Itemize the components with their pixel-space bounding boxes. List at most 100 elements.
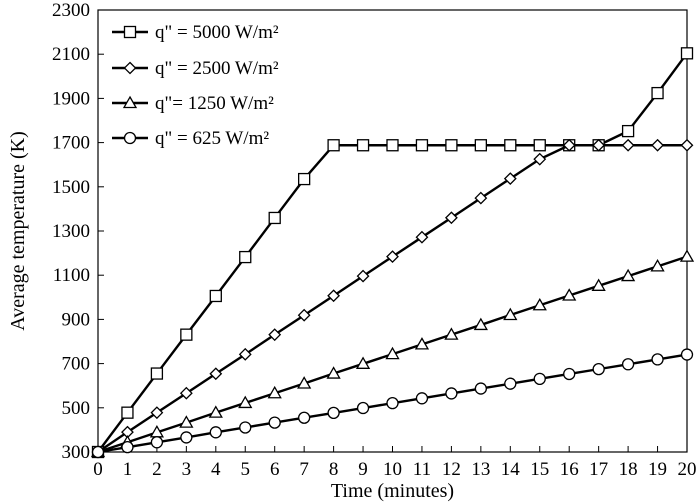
- data-point-diamond: [474, 191, 488, 205]
- data-point-diamond: [209, 367, 223, 381]
- data-point-circle: [180, 431, 193, 444]
- x-tick-label: 4: [211, 459, 221, 480]
- x-tick-label: 16: [560, 459, 579, 480]
- x-tick-label: 0: [93, 459, 103, 480]
- data-point-square: [474, 139, 488, 152]
- legend-item: q"= 1250 W/m²: [112, 93, 274, 114]
- data-point-circle: [592, 362, 605, 376]
- data-point-diamond: [621, 138, 635, 152]
- data-point-diamond: [179, 386, 193, 400]
- data-point-square: [356, 139, 370, 152]
- legend-label: q" = 2500 W/m²: [155, 58, 279, 79]
- x-tick-label: 9: [358, 459, 368, 480]
- y-tick-label: 500: [62, 398, 91, 419]
- legend-item: q" = 2500 W/m²: [112, 58, 279, 79]
- data-point-triangle: [562, 288, 577, 301]
- x-tick-label: 12: [442, 459, 461, 480]
- data-point-triangle: [444, 327, 459, 340]
- y-tick-label: 700: [62, 354, 91, 375]
- y-tick-label: 900: [62, 309, 91, 330]
- x-tick-label: 20: [678, 459, 697, 480]
- data-point-triangle: [297, 376, 312, 389]
- legend-label: q"= 1250 W/m²: [155, 93, 274, 114]
- x-tick-label: 15: [530, 459, 549, 480]
- data-point-triangle: [473, 317, 488, 331]
- data-point-square: [150, 367, 164, 380]
- data-point-circle: [651, 353, 664, 366]
- x-axis-title: Time (minutes): [331, 480, 454, 502]
- data-point-diamond: [503, 172, 517, 186]
- x-tick-label: 19: [648, 459, 667, 480]
- y-tick-label: 1100: [53, 265, 90, 286]
- data-point-square: [651, 86, 664, 100]
- data-point-square: [121, 406, 134, 419]
- data-point-circle: [327, 406, 340, 420]
- y-tick-label: 2300: [52, 0, 90, 21]
- data-point-square: [445, 139, 458, 152]
- series-circle: [91, 348, 694, 459]
- legend-marker-square: [123, 25, 137, 39]
- y-axis-title: Average temperature (K): [7, 131, 29, 331]
- legend-label: q" = 625 W/m²: [155, 128, 269, 149]
- data-point-diamond: [651, 138, 664, 152]
- data-point-circle: [474, 382, 488, 395]
- data-point-diamond: [386, 250, 399, 264]
- data-point-square: [209, 289, 222, 303]
- data-point-diamond: [562, 138, 576, 152]
- data-point-square: [297, 172, 311, 186]
- data-point-circle: [386, 397, 399, 410]
- x-tick-label: 2: [152, 459, 162, 480]
- data-point-diamond: [592, 138, 606, 152]
- data-point-circle: [504, 377, 517, 390]
- data-point-triangle: [414, 337, 430, 350]
- data-point-circle: [268, 416, 281, 429]
- data-point-triangle: [591, 278, 606, 291]
- data-point-diamond: [356, 269, 370, 283]
- data-point-square: [327, 139, 340, 152]
- data-point-triangle: [355, 356, 371, 369]
- data-point-triangle: [620, 268, 636, 282]
- legend-marker-diamond: [123, 61, 137, 75]
- data-point-circle: [297, 411, 311, 424]
- data-point-circle: [533, 372, 546, 385]
- data-point-circle: [150, 436, 164, 449]
- series-triangle: [90, 249, 695, 458]
- data-point-diamond: [238, 347, 252, 361]
- x-tick-label: 13: [471, 459, 490, 480]
- data-point-triangle: [179, 415, 194, 428]
- y-tick-label: 300: [62, 442, 91, 463]
- data-point-square: [415, 139, 429, 152]
- y-tick-label: 1700: [52, 133, 90, 154]
- legend-marker-triangle: [122, 95, 138, 109]
- y-tick-label: 2100: [52, 44, 90, 65]
- data-point-triangle: [532, 297, 547, 311]
- legend-label: q" = 5000 W/m²: [155, 22, 279, 43]
- data-point-square: [680, 47, 694, 60]
- x-tick-label: 18: [619, 459, 638, 480]
- data-point-triangle: [650, 259, 665, 272]
- series-diamond: [91, 138, 694, 459]
- legend: q" = 5000 W/m² q" = 2500 W/m² q"= 1250 W/m…: [112, 22, 279, 149]
- data-point-square: [268, 211, 281, 225]
- data-point-circle: [91, 445, 105, 459]
- y-tick-label: 1300: [52, 221, 90, 242]
- data-point-circle: [680, 348, 694, 361]
- x-tick-label: 14: [501, 459, 521, 480]
- data-point-circle: [621, 358, 635, 371]
- data-point-triangle: [208, 405, 223, 418]
- x-tick-label: 7: [299, 459, 309, 480]
- data-point-diamond: [327, 289, 341, 303]
- data-point-circle: [445, 387, 458, 400]
- data-point-diamond: [533, 152, 547, 166]
- data-point-diamond: [415, 230, 429, 244]
- data-point-square: [504, 139, 517, 152]
- data-point-circle: [121, 440, 134, 454]
- data-point-circle: [239, 421, 252, 434]
- data-point-triangle: [503, 307, 518, 321]
- data-point-triangle: [385, 346, 400, 360]
- data-point-triangle: [267, 385, 282, 399]
- data-point-circle: [356, 401, 370, 415]
- y-tick-label: 1500: [52, 177, 90, 198]
- x-tick-label: 10: [383, 459, 402, 480]
